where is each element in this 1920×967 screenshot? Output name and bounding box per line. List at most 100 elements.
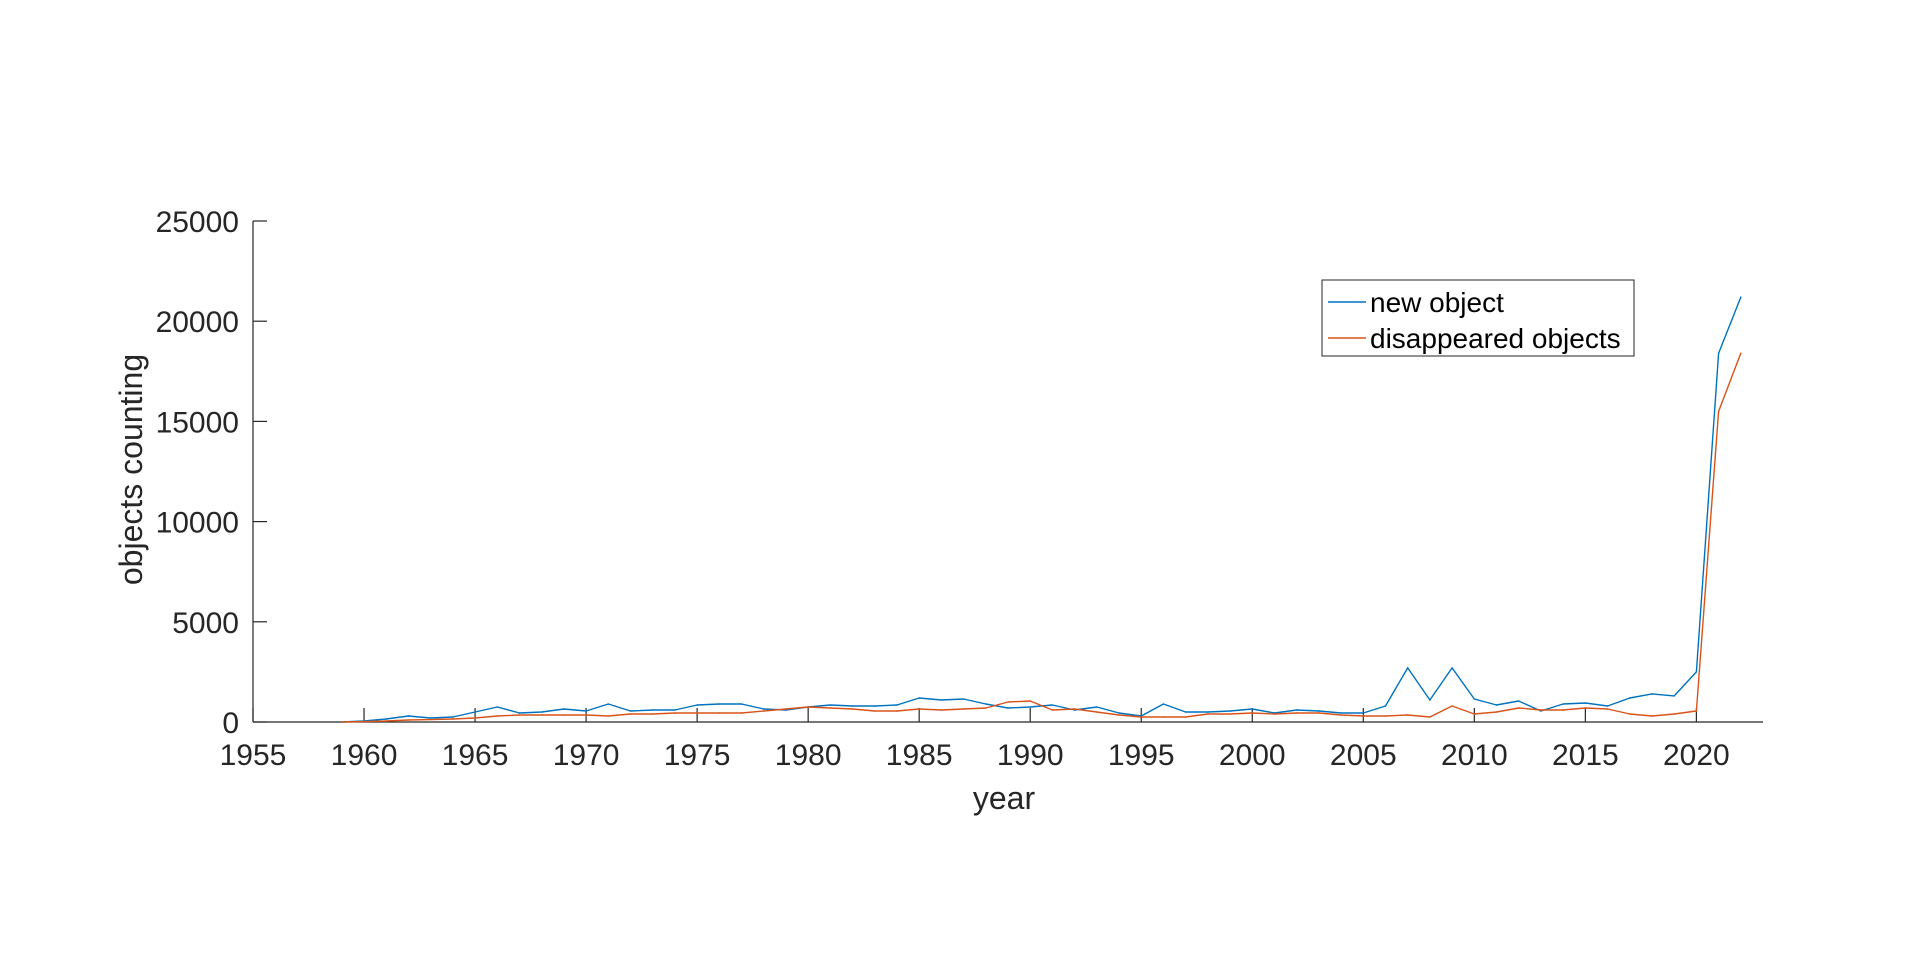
data-point-series-1: [874, 705, 876, 707]
data-point-series-1: [1051, 704, 1054, 706]
data-point-series-1: [518, 712, 521, 714]
data-point-series-1: [1118, 712, 1120, 714]
plot-series: [341, 296, 1742, 723]
data-point-series-1: [985, 703, 987, 705]
data-point-series-1: [1007, 707, 1009, 709]
data-point-series-2: [851, 708, 854, 710]
data-point-series-2: [1118, 714, 1120, 716]
y-tick-label: 20000: [156, 306, 239, 339]
data-point-series-1: [1495, 704, 1498, 706]
data-point-series-2: [874, 710, 876, 712]
data-point-series-2: [1318, 712, 1320, 714]
x-tick-label: 2020: [1663, 739, 1730, 772]
data-point-series-1: [563, 708, 565, 710]
data-point-series-1: [585, 710, 587, 712]
data-point-series-2: [474, 717, 476, 719]
data-point-series-1: [740, 703, 743, 705]
data-point-series-1: [1695, 671, 1698, 673]
data-point-series-2: [1229, 713, 1231, 715]
data-point-series-1: [1406, 667, 1409, 669]
x-tick-label: 1980: [775, 739, 842, 772]
data-point-series-2: [1096, 711, 1098, 713]
data-point-series-1: [1629, 697, 1631, 699]
legend: new object disappeared objects: [1321, 279, 1635, 357]
x-tick-label: 1990: [997, 739, 1064, 772]
data-point-series-1: [696, 704, 698, 706]
x-tick-label: 2010: [1441, 739, 1508, 772]
data-point-series-1: [1251, 708, 1254, 710]
data-point-series-1: [496, 706, 499, 708]
data-point-series-1: [1384, 705, 1387, 707]
data-point-series-2: [896, 710, 898, 712]
axes: 1955 1960 1965 1970 1975 1980 1985 1990 1995 2000…: [113, 206, 1763, 816]
data-point-series-2: [1717, 410, 1720, 413]
data-point-series-1: [1340, 712, 1342, 714]
legend-label-1: new object: [1370, 287, 1504, 318]
data-point-series-2: [1207, 713, 1209, 715]
data-point-series-2: [1007, 701, 1009, 703]
data-point-series-1: [452, 716, 454, 718]
data-point-series-1: [1362, 712, 1365, 714]
data-point-series-1: [851, 705, 854, 707]
data-point-series-1: [1429, 699, 1431, 701]
data-point-series-2: [1562, 709, 1564, 711]
data-point-series-1: [407, 715, 410, 717]
data-point-series-2: [940, 709, 943, 711]
data-point-series-1: [429, 717, 432, 719]
data-point-series-2: [629, 713, 632, 715]
series-line-1: [341, 296, 1742, 723]
data-point-series-1: [1184, 711, 1187, 713]
data-point-series-2: [1740, 352, 1742, 355]
data-point-series-2: [1651, 715, 1653, 717]
data-point-series-2: [1629, 713, 1631, 715]
x-tick-label: 1970: [553, 739, 620, 772]
data-point-series-2: [1406, 714, 1409, 716]
data-point-series-2: [363, 720, 365, 723]
data-point-series-2: [1273, 713, 1276, 715]
data-point-series-2: [1429, 716, 1431, 718]
data-point-series-2: [1384, 715, 1387, 717]
data-point-series-2: [1251, 712, 1254, 714]
y-tick-label: 10000: [156, 507, 239, 540]
data-point-series-2: [718, 712, 721, 714]
legend-box: [1321, 279, 1635, 357]
data-point-series-2: [429, 718, 432, 721]
x-tick-label: 2015: [1552, 739, 1619, 772]
data-point-series-1: [1473, 698, 1476, 700]
y-tick-label: 5000: [172, 607, 239, 640]
x-axis-title: year: [973, 780, 1036, 816]
data-point-series-1: [1029, 706, 1031, 708]
data-point-series-2: [807, 706, 809, 708]
data-point-series-1: [674, 709, 676, 711]
data-point-series-2: [1517, 707, 1520, 709]
data-point-series-1: [607, 703, 610, 705]
x-tick-label: 2005: [1330, 739, 1397, 772]
data-point-series-2: [740, 712, 743, 714]
data-point-series-1: [629, 710, 632, 712]
data-point-series-2: [674, 712, 676, 714]
data-point-series-2: [1184, 716, 1187, 718]
data-point-series-2: [563, 714, 565, 716]
x-tick-label: 2000: [1219, 739, 1286, 772]
data-point-series-1: [1606, 705, 1609, 707]
data-point-series-1: [1584, 702, 1587, 704]
data-point-series-2: [1695, 710, 1698, 712]
data-point-series-2: [1051, 709, 1054, 711]
data-point-series-1: [962, 698, 965, 700]
data-point-series-2: [1673, 713, 1675, 715]
data-point-series-2: [785, 708, 787, 710]
data-point-series-1: [1651, 693, 1653, 695]
data-point-series-1: [1673, 695, 1675, 697]
data-point-series-2: [1473, 713, 1476, 715]
data-point-series-1: [940, 699, 943, 701]
data-point-series-1: [1740, 296, 1742, 299]
data-point-series-2: [1495, 711, 1498, 713]
data-point-series-2: [985, 707, 987, 709]
data-point-series-1: [540, 711, 543, 713]
data-point-series-1: [474, 711, 476, 713]
x-tick-label: 1995: [1108, 739, 1175, 772]
data-point-series-1: [1517, 700, 1520, 702]
data-point-series-1: [1717, 352, 1720, 355]
data-point-series-2: [607, 715, 610, 717]
